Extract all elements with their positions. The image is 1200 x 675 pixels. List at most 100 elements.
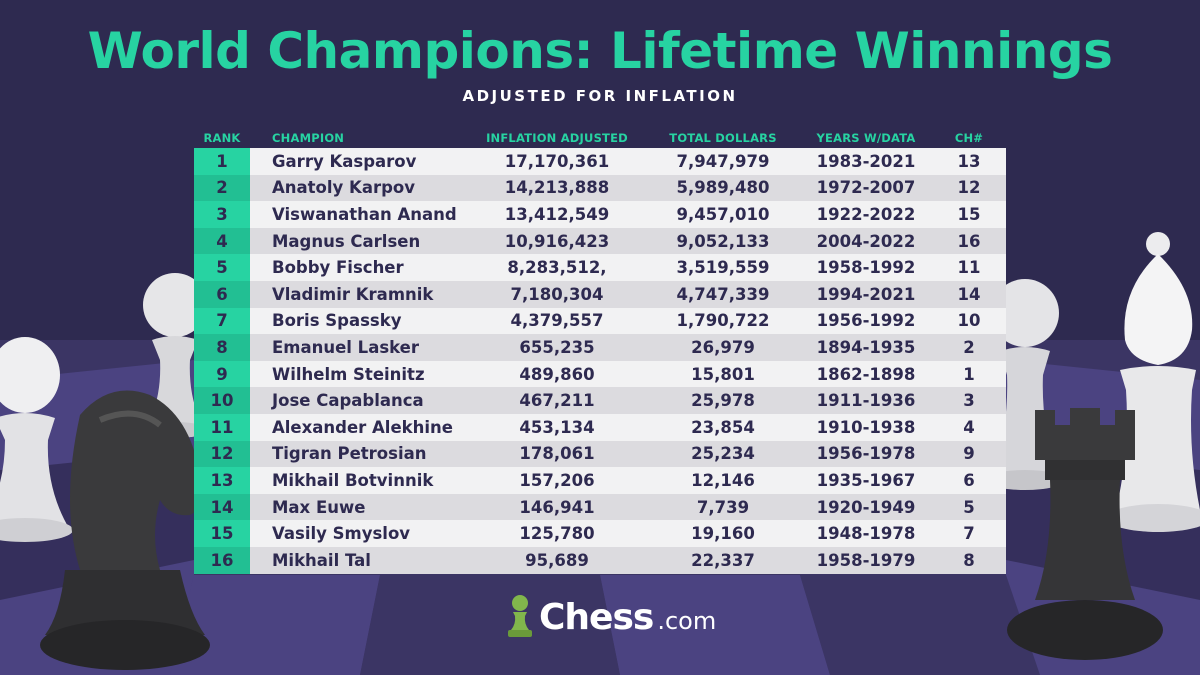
years-cell: 1948-1978 — [816, 524, 916, 544]
logo-suffix: .com — [657, 607, 717, 635]
years-cell: 1994-2021 — [816, 284, 916, 304]
champion-cell: Bobby Fischer — [272, 258, 404, 278]
champion-cell: Tigran Petrosian — [272, 444, 427, 464]
inflation-adjusted-cell: 14,213,888 — [504, 178, 610, 198]
ch-number-cell: 16 — [957, 231, 981, 251]
inflation-adjusted-cell: 489,860 — [519, 364, 595, 384]
inflation-adjusted-cell: 17,170,361 — [504, 151, 610, 171]
inflation-adjusted-cell: 7,180,304 — [510, 284, 604, 304]
rank-cell: 8 — [194, 334, 250, 361]
ch-number-cell: 4 — [963, 417, 975, 437]
years-cell: 1958-1992 — [816, 258, 916, 278]
inflation-adjusted-cell: 467,211 — [519, 391, 595, 411]
years-cell: 1935-1967 — [816, 470, 916, 490]
pawn-icon — [508, 595, 532, 637]
table-row: 8 Emanuel Lasker 655,235 26,979 1894-1935 2 — [194, 334, 1006, 361]
ch-number-cell: 11 — [957, 258, 981, 278]
champion-cell: Anatoly Karpov — [272, 178, 415, 198]
rank-cell: 16 — [194, 546, 250, 574]
total-dollars-cell: 15,801 — [691, 364, 755, 384]
inflation-adjusted-cell: 125,780 — [519, 524, 595, 544]
chess-com-logo: Chess .com — [505, 592, 716, 642]
header-inflation-adjusted: INFLATION ADJUSTED — [486, 131, 628, 145]
rank-cell: 14 — [194, 493, 250, 521]
header-years: YEARS W/DATA — [816, 131, 916, 145]
page-subtitle: ADJUSTED FOR INFLATION — [462, 87, 738, 105]
rank-cell: 4 — [194, 227, 250, 255]
champion-cell: Boris Spassky — [272, 311, 402, 331]
champion-cell: Emanuel Lasker — [272, 337, 420, 357]
total-dollars-cell: 1,790,722 — [676, 311, 770, 331]
total-dollars-cell: 22,337 — [691, 550, 755, 570]
table-row: 16 Mikhail Tal 95,689 22,337 1958-1979 8 — [194, 546, 1006, 574]
years-cell: 1911-1936 — [816, 391, 916, 411]
white-pawn-icon — [0, 337, 73, 542]
total-dollars-cell: 4,747,339 — [676, 284, 770, 304]
champion-cell: Max Euwe — [272, 497, 366, 517]
table-row: 13 Mikhail Botvinnik 157,206 12,146 1935-196… — [194, 467, 1006, 494]
ch-number-cell: 7 — [963, 524, 975, 544]
table-row: 5 Bobby Fischer 8,283,512, 3,519,559 1958-19… — [194, 254, 1006, 281]
total-dollars-cell: 5,989,480 — [676, 178, 770, 198]
ch-number-cell: 3 — [963, 391, 975, 411]
table-header: RANK CHAMPION INFLATION ADJUSTED TOTAL D… — [194, 128, 1006, 148]
black-rook-icon — [1007, 408, 1163, 660]
total-dollars-cell: 9,052,133 — [676, 231, 770, 251]
ch-number-cell: 9 — [963, 444, 975, 464]
ch-number-cell: 13 — [957, 151, 981, 171]
total-dollars-cell: 25,234 — [691, 444, 755, 464]
table-row: 2 Anatoly Karpov 14,213,888 5,989,480 1972-2… — [194, 174, 1006, 202]
inflation-adjusted-cell: 178,061 — [519, 444, 595, 464]
ch-number-cell: 2 — [963, 337, 975, 357]
rank-cell: 5 — [194, 254, 250, 281]
inflation-adjusted-cell: 146,941 — [519, 497, 595, 517]
winnings-table: RANK CHAMPION INFLATION ADJUSTED TOTAL D… — [194, 128, 1006, 574]
ch-number-cell: 1 — [963, 364, 975, 384]
champion-cell: Alexander Alekhine — [272, 417, 453, 437]
inflation-adjusted-cell: 453,134 — [519, 417, 595, 437]
ch-number-cell: 8 — [963, 550, 975, 570]
ch-number-cell: 6 — [963, 470, 975, 490]
total-dollars-cell: 3,519,559 — [676, 258, 770, 278]
champion-cell: Garry Kasparov — [272, 151, 417, 171]
header-rank: RANK — [203, 131, 241, 145]
table-row: 3 Viswanathan Anand 13,412,549 9,457,010 192… — [194, 201, 1006, 228]
years-cell: 1972-2007 — [816, 178, 916, 198]
champion-cell: Viswanathan Anand — [272, 204, 457, 224]
total-dollars-cell: 7,947,979 — [676, 151, 770, 171]
rank-cell: 1 — [194, 148, 250, 175]
years-cell: 1920-1949 — [816, 497, 916, 517]
years-cell: 1958-1979 — [816, 550, 916, 570]
ch-number-cell: 12 — [957, 178, 981, 198]
table-row: 4 Magnus Carlsen 10,916,423 9,052,133 2004-2… — [194, 227, 1006, 255]
logo-text: Chess — [539, 596, 654, 638]
table-row: 9 Wilhelm Steinitz 489,860 15,801 1862-1898 1 — [194, 360, 1006, 388]
total-dollars-cell: 26,979 — [691, 337, 755, 357]
inflation-adjusted-cell: 13,412,549 — [504, 204, 610, 224]
table-row: 12 Tigran Petrosian 178,061 25,234 1956-1978… — [194, 440, 1006, 468]
rank-cell: 11 — [194, 413, 250, 441]
ch-number-cell: 15 — [957, 204, 981, 224]
total-dollars-cell: 12,146 — [691, 470, 755, 490]
inflation-adjusted-cell: 4,379,557 — [510, 311, 604, 331]
rank-cell: 12 — [194, 440, 250, 468]
inflation-adjusted-cell: 8,283,512, — [507, 258, 607, 278]
total-dollars-cell: 7,739 — [696, 497, 750, 517]
champion-cell: Mikhail Tal — [272, 550, 371, 570]
header-total-dollars: TOTAL DOLLARS — [669, 131, 777, 145]
rank-cell: 10 — [194, 387, 250, 414]
years-cell: 2004-2022 — [816, 231, 916, 251]
years-cell: 1862-1898 — [816, 364, 916, 384]
inflation-adjusted-cell: 95,689 — [525, 550, 589, 570]
champion-cell: Wilhelm Steinitz — [272, 364, 425, 384]
ch-number-cell: 14 — [957, 284, 981, 304]
table-row: 11 Alexander Alekhine 453,134 23,854 1910-19… — [194, 413, 1006, 441]
champion-cell: Vasily Smyslov — [272, 524, 411, 544]
champion-cell: Vladimir Kramnik — [272, 284, 434, 304]
total-dollars-cell: 19,160 — [691, 524, 755, 544]
total-dollars-cell: 25,978 — [691, 391, 755, 411]
champion-cell: Magnus Carlsen — [272, 231, 421, 251]
champion-cell: Mikhail Botvinnik — [272, 470, 434, 490]
table-row: 1 Garry Kasparov 17,170,361 7,947,979 1983-2… — [194, 148, 1006, 175]
rank-cell: 3 — [194, 201, 250, 228]
